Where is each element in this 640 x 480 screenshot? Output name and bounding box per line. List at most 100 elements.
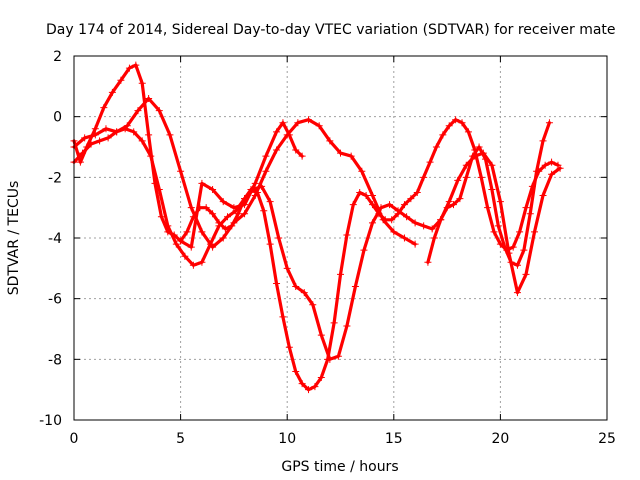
data-point <box>187 243 195 251</box>
data-point <box>224 213 232 221</box>
data-point <box>76 158 84 166</box>
data-point <box>155 185 163 193</box>
data-point <box>132 61 140 69</box>
data-point <box>309 301 317 309</box>
data-point <box>273 280 281 287</box>
data-point <box>526 210 534 218</box>
data-point <box>198 258 206 266</box>
data-point <box>430 234 438 242</box>
data-point <box>413 189 421 196</box>
data-point <box>494 222 502 230</box>
data-point <box>198 179 206 187</box>
data-point <box>317 374 325 382</box>
data-point <box>462 173 470 181</box>
data-point <box>134 107 142 115</box>
data-point <box>145 131 153 139</box>
data-point <box>426 158 434 166</box>
data-point <box>275 234 283 242</box>
data-point <box>520 246 528 254</box>
data-point <box>343 231 351 239</box>
data-point <box>279 119 287 127</box>
data-point <box>164 222 172 230</box>
data-point <box>198 228 206 236</box>
data-point <box>488 161 496 169</box>
data-point <box>513 289 521 297</box>
data-point <box>516 228 524 236</box>
chart-title: Day 174 of 2014, Sidereal Day-to-day VTE… <box>46 22 616 38</box>
data-point <box>273 128 281 136</box>
data-point <box>368 192 376 200</box>
data-point <box>96 137 104 145</box>
x-tick-label: 20 <box>491 431 509 447</box>
data-point <box>445 198 453 206</box>
data-point <box>420 173 428 181</box>
series-line <box>72 96 417 249</box>
data-point <box>130 128 138 136</box>
data-point <box>362 192 370 200</box>
data-point <box>522 270 530 278</box>
data-point <box>87 140 95 148</box>
x-tick-label: 10 <box>278 431 296 447</box>
data-point <box>260 207 268 215</box>
y-tick-label: -6 <box>48 292 62 308</box>
data-point <box>230 219 238 227</box>
data-point <box>388 216 396 224</box>
data-point <box>337 149 344 157</box>
data-point <box>386 201 394 209</box>
data-point <box>209 243 217 251</box>
data-point <box>189 261 197 269</box>
data-point <box>285 343 293 351</box>
data-point <box>305 386 313 394</box>
y-tick-label: -8 <box>48 352 62 368</box>
data-point <box>209 210 217 218</box>
data-point <box>477 173 485 181</box>
data-point <box>145 94 153 102</box>
data-point <box>400 234 408 242</box>
data-point <box>298 152 306 160</box>
data-point <box>496 198 504 206</box>
data-point <box>539 192 547 200</box>
data-series <box>70 61 564 394</box>
data-point <box>292 283 300 291</box>
series-4 <box>177 119 306 251</box>
data-point <box>356 189 364 196</box>
data-point <box>311 383 319 391</box>
data-point <box>292 146 300 154</box>
data-point <box>522 204 530 212</box>
data-point <box>219 234 227 242</box>
data-point <box>292 367 300 375</box>
series-5 <box>424 119 553 269</box>
data-point <box>539 137 547 145</box>
data-point <box>79 149 87 157</box>
data-point <box>337 270 344 278</box>
data-point <box>334 352 342 360</box>
data-point <box>548 170 556 178</box>
data-point <box>300 289 308 297</box>
x-tick-label: 25 <box>598 431 616 447</box>
data-point <box>456 195 464 203</box>
data-point <box>531 228 539 236</box>
data-point <box>138 137 146 145</box>
data-point <box>104 134 112 142</box>
data-point <box>454 176 462 184</box>
data-point <box>266 240 274 248</box>
data-point <box>241 201 249 209</box>
data-point <box>125 64 133 72</box>
y-tick-label: 2 <box>53 49 62 65</box>
data-point <box>411 240 419 248</box>
data-point <box>298 380 306 388</box>
data-point <box>138 79 146 87</box>
data-point <box>230 204 238 212</box>
series-line <box>179 121 304 249</box>
data-point <box>202 204 210 212</box>
data-point <box>458 119 466 127</box>
y-axis-label: SDTVAR / TECUs <box>6 181 22 296</box>
data-point <box>326 355 334 363</box>
data-point <box>241 210 249 218</box>
data-point <box>157 213 165 221</box>
data-point <box>177 167 185 175</box>
data-point <box>407 195 415 203</box>
data-point <box>283 264 291 272</box>
data-point <box>475 143 483 151</box>
data-point <box>509 243 517 251</box>
